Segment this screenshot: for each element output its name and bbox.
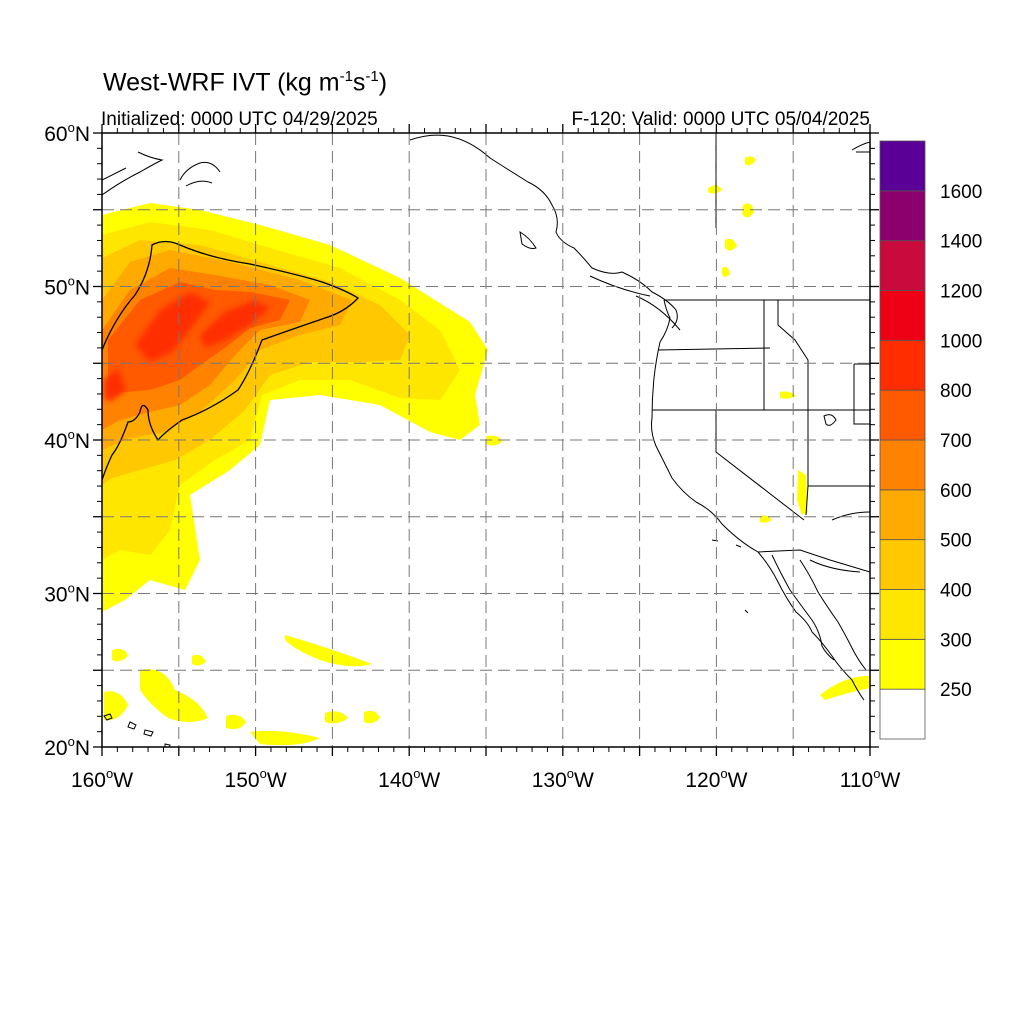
- colorbar-label: 800: [940, 381, 972, 402]
- grid-lines: [102, 133, 870, 747]
- ivt-patch: [285, 635, 372, 667]
- colorbar-box: [879, 539, 926, 590]
- lon-label: 150oW: [225, 766, 287, 792]
- colorbar-box: [879, 339, 926, 391]
- colorbar-box: [879, 638, 926, 690]
- ivt-patch: [140, 669, 208, 722]
- small-islands: [711, 539, 749, 614]
- west-coast: [651, 299, 865, 701]
- ivt-patch: [250, 730, 320, 746]
- colorbar-box: [879, 389, 926, 441]
- ivt-patch: [797, 470, 808, 515]
- colorbar-box: [879, 240, 926, 291]
- colorbar-box: [879, 190, 926, 242]
- ivt-patch: [364, 710, 380, 724]
- lon-labels: 160oW 150oW 140oW 130oW 120oW 110oW: [71, 766, 901, 792]
- mexico-border: [757, 549, 870, 573]
- colorbar-label: 1200: [940, 282, 982, 303]
- land-outlines: [102, 134, 870, 747]
- colorbar-box: [879, 589, 926, 640]
- ivt-patch: [742, 203, 754, 218]
- lon-label: 140oW: [378, 766, 440, 792]
- lat-label: 50oN: [44, 274, 90, 300]
- ivt-region-800: [104, 368, 126, 402]
- mt-wy-border: [853, 363, 870, 425]
- ivt-region-800: [200, 300, 270, 348]
- valid-time-label: F-120: Valid: 0000 UTC 05/04/2025: [571, 109, 870, 130]
- colorbar-label: 1400: [940, 232, 982, 253]
- id-border: [763, 300, 809, 410]
- sierra-madre: [809, 511, 870, 573]
- colorbar-box: [879, 688, 926, 740]
- ivt-patch: [192, 654, 206, 666]
- state-borders: [652, 133, 870, 573]
- nv-ut-az-border: [805, 410, 870, 516]
- init-time-label: Initialized: 0000 UTC 04/29/2025: [101, 109, 378, 130]
- colorbar-box: [879, 439, 926, 491]
- lon-label: 160oW: [71, 766, 133, 792]
- lat-labels: 60oN 50oN 40oN 30oN 20oN: [44, 120, 90, 760]
- lon-label: 120oW: [685, 766, 747, 792]
- colorbar-box: [879, 140, 926, 192]
- colorbar-label: 600: [940, 481, 972, 502]
- bc-islands: [519, 231, 681, 331]
- hawaii: [103, 713, 171, 747]
- ivt-patch: [486, 435, 502, 446]
- colorbar-label: 250: [940, 680, 972, 701]
- ivt-patch: [112, 648, 128, 662]
- alaska-coast: [102, 151, 221, 196]
- lat-label: 40oN: [44, 427, 90, 453]
- colorbar-label: 1000: [940, 331, 982, 352]
- ivt-contour: [102, 240, 360, 481]
- colorbar: 250 300 400 500 600 700 800 1000 1200 1400 1600: [879, 140, 982, 740]
- ivt-patch: [722, 266, 730, 277]
- minor-ticks: [97, 128, 875, 752]
- ivt-patch: [708, 185, 722, 194]
- gulf-alaska-coast: [409, 134, 678, 329]
- colorbar-label: 700: [940, 431, 972, 452]
- colorbar-label: 500: [940, 531, 972, 552]
- major-ticks: [93, 124, 879, 756]
- ivt-patch: [780, 391, 796, 399]
- ivt-region-800: [135, 292, 210, 362]
- ivt-patch: [820, 675, 870, 700]
- map-frame: [101, 132, 871, 748]
- figure-title: West-WRF IVT (kg m-1s-1): [103, 68, 388, 97]
- colorbar-label: 400: [940, 581, 972, 602]
- colorbar-label: 1600: [940, 182, 982, 203]
- colorbar-box: [879, 290, 926, 341]
- ivt-shading: [102, 156, 870, 746]
- ivt-patch: [760, 515, 772, 523]
- lat-label: 30oN: [44, 581, 90, 607]
- ivt-patch: [104, 691, 128, 721]
- colorbar-label: 300: [940, 630, 972, 651]
- ivt-patch: [325, 711, 348, 724]
- ivt-patch: [725, 238, 737, 251]
- lon-label: 130oW: [532, 766, 594, 792]
- wa-or-border: [657, 347, 771, 351]
- colorbar-box: [879, 489, 926, 541]
- baja-peninsula: [771, 554, 835, 661]
- east-border-coast: [851, 141, 870, 153]
- lat-label: 60oN: [44, 120, 90, 146]
- ivt-patch: [745, 156, 756, 166]
- lon-label: 110oW: [840, 766, 901, 792]
- sea-of-cortez: [799, 559, 867, 671]
- great-salt-lake: [823, 414, 837, 426]
- ca-nv-border: [715, 410, 805, 521]
- ivt-patch: [226, 714, 246, 730]
- lat-label: 20oN: [44, 734, 90, 760]
